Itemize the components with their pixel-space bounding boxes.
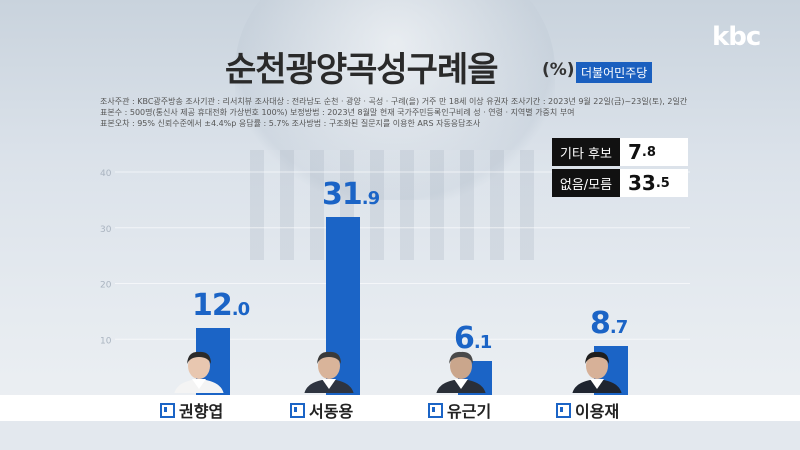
candidate-marker-icon xyxy=(290,402,305,418)
candidate-name: 서동용 xyxy=(290,398,353,422)
side-stats: 기타 후보 7.8 없음/모름 33.5 xyxy=(552,138,688,200)
candidate-photo xyxy=(430,349,492,393)
chart-title: 순천광양곡성구례을 xyxy=(225,50,499,90)
survey-info-line: 표본수 : 500명(통신사 제공 휴대전화 가상번호 100%) 보정방법 :… xyxy=(100,108,575,117)
candidate-photo xyxy=(566,349,628,393)
footer-strip xyxy=(0,421,800,450)
side-value: 7.8 xyxy=(620,138,688,166)
candidate-marker-icon xyxy=(556,402,571,418)
y-tick-label: 30 xyxy=(100,225,112,235)
party-badge: 더불어민주당 xyxy=(576,62,653,83)
side-label: 기타 후보 xyxy=(552,138,620,166)
background-building xyxy=(250,150,550,260)
broadcaster-logo: kbc xyxy=(712,22,761,52)
y-tick-label: 40 xyxy=(100,169,112,179)
names-strip xyxy=(0,395,800,421)
background-dome xyxy=(235,0,555,200)
candidate-name: 권향엽 xyxy=(160,398,223,422)
survey-info: 조사주관 : KBC광주방송 조사기관 : 리서치뷰 조사대상 : 전라남도 순… xyxy=(100,96,687,129)
y-tick-label: 20 xyxy=(100,281,112,291)
side-value: 33.5 xyxy=(620,169,688,197)
value-label: 12.0 xyxy=(192,288,250,324)
candidate-name: 이용재 xyxy=(556,398,619,422)
value-label: 8.7 xyxy=(590,306,628,342)
candidate-photo xyxy=(298,349,360,393)
value-label: 31.9 xyxy=(322,177,380,213)
y-tick-label: 10 xyxy=(100,336,112,346)
candidate-photo xyxy=(168,349,230,393)
side-label: 없음/모름 xyxy=(552,169,620,197)
candidate-marker-icon xyxy=(160,402,175,418)
survey-info-line: 표본오차 : 95% 신뢰수준에서 ±4.4%p 응답률 : 5.7% 조사방법… xyxy=(100,119,481,128)
side-row-other: 기타 후보 7.8 xyxy=(552,138,688,166)
value-label: 6.1 xyxy=(454,320,492,356)
side-row-none: 없음/모름 33.5 xyxy=(552,169,688,197)
survey-info-line: 조사주관 : KBC광주방송 조사기관 : 리서치뷰 조사대상 : 전라남도 순… xyxy=(100,97,688,106)
candidate-marker-icon xyxy=(428,402,443,418)
unit-label: (%) xyxy=(542,60,575,80)
candidate-name: 유근기 xyxy=(428,398,491,422)
